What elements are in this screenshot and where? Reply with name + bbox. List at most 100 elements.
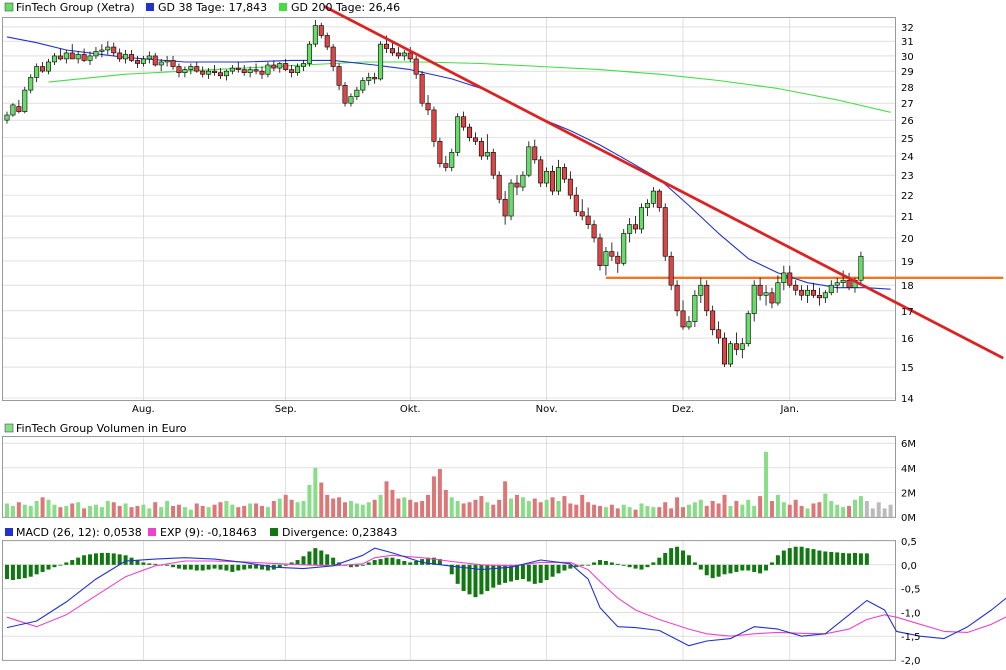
- volume-bar: [88, 505, 93, 517]
- volume-bar: [437, 469, 442, 517]
- candle-body: [603, 251, 609, 266]
- volume-bar: [835, 504, 840, 517]
- candle-body: [828, 284, 834, 294]
- volume-bar: [265, 507, 270, 517]
- divergence-bar: [722, 564, 727, 575]
- price-y-tick: 14: [901, 394, 914, 405]
- volume-bar: [176, 504, 181, 517]
- volume-y-tick: 4M: [901, 464, 916, 475]
- candle-body: [182, 69, 188, 73]
- volume-bar: [147, 508, 152, 517]
- divergence-bar: [835, 552, 840, 565]
- candle-body: [555, 167, 561, 192]
- candle-body: [757, 284, 763, 296]
- price-legend: FinTech Group (Xetra) GD 38 Tage: 17,843…: [4, 1, 400, 14]
- volume-bar: [473, 499, 478, 517]
- divergence-bar: [520, 564, 525, 580]
- price-panel-frame: [2, 17, 896, 401]
- candle-body: [200, 70, 206, 75]
- candle-body: [419, 73, 425, 104]
- volume-panel: FinTech Group Volumen in Euro 0M 2M 4M 6M: [2, 422, 916, 524]
- volume-bar: [686, 504, 691, 517]
- volume-bar: [455, 501, 460, 517]
- divergence-bar: [176, 564, 181, 569]
- candle-body: [822, 292, 828, 299]
- divergence-bar: [384, 557, 389, 565]
- volume-bar: [28, 505, 33, 517]
- legend-swatch-price: [4, 2, 14, 12]
- volume-bar: [40, 497, 45, 517]
- candle-body: [775, 282, 781, 304]
- divergence-bar: [224, 564, 229, 571]
- divergence-bar: [681, 550, 686, 565]
- volume-bar: [520, 497, 525, 517]
- volume-bar: [431, 476, 436, 517]
- candle-body: [561, 167, 567, 180]
- candle-body: [472, 137, 478, 142]
- candle-body: [692, 294, 698, 322]
- candle-body: [704, 284, 710, 312]
- divergence-bar: [609, 562, 614, 565]
- divergence-bar: [621, 564, 626, 566]
- volume-bar: [10, 505, 15, 517]
- candle-body: [490, 152, 496, 176]
- volume-bar: [230, 504, 235, 517]
- divergence-bar: [467, 564, 472, 595]
- candle-body: [134, 60, 140, 64]
- candle-body: [46, 61, 52, 72]
- volume-bars: [5, 451, 893, 517]
- candle-body: [633, 224, 639, 230]
- price-y-tick: 32: [901, 23, 914, 34]
- volume-bar: [870, 508, 875, 517]
- price-y-tick: 17: [901, 307, 914, 318]
- divergence-bar: [82, 555, 87, 565]
- volume-bar: [16, 502, 21, 517]
- candle-body: [550, 170, 556, 192]
- trend-line: [323, 5, 1004, 360]
- volume-bar: [769, 501, 774, 517]
- candle-body: [300, 63, 306, 67]
- divergence-bar: [331, 557, 336, 565]
- volume-bar: [52, 504, 57, 517]
- divergence-bar: [728, 564, 733, 574]
- volume-bar: [348, 501, 353, 517]
- divergence-bar: [858, 553, 863, 565]
- volume-bar: [105, 501, 110, 517]
- candle-body: [289, 69, 295, 73]
- legend-exp: EXP (9): -0,18463: [160, 526, 257, 539]
- candle-body: [330, 46, 336, 67]
- divergence-bar: [259, 564, 264, 570]
- divergence-bar: [532, 564, 537, 584]
- divergence-bar: [212, 564, 217, 569]
- candle-body: [467, 126, 473, 139]
- divergence-bar: [764, 564, 769, 571]
- divergence-bar: [111, 553, 116, 565]
- candle-body: [295, 66, 301, 73]
- volume-bar: [390, 489, 395, 517]
- volume-bar: [58, 507, 63, 517]
- divergence-bar: [787, 548, 792, 565]
- divergence-bar: [663, 552, 668, 565]
- divergence-bar: [28, 564, 33, 577]
- volume-bar: [313, 467, 318, 517]
- volume-bar: [5, 503, 9, 517]
- divergence-bar: [485, 564, 490, 591]
- price-x-axis: Aug. Sep. Okt. Nov. Dez. Jan.: [132, 404, 799, 415]
- candle-body: [502, 198, 508, 217]
- macd-panel: MACD (26, 12): 0,0538 EXP (9): -0,18463 …: [2, 526, 1006, 667]
- divergence-bar: [58, 564, 63, 566]
- candle-body: [271, 64, 277, 69]
- volume-bar: [343, 502, 348, 517]
- candle-body: [63, 52, 69, 60]
- candle-body: [674, 284, 680, 312]
- volume-bar: [657, 507, 662, 517]
- volume-bar: [710, 501, 715, 517]
- candle-body: [816, 294, 822, 299]
- volume-bar: [746, 499, 751, 517]
- divergence-bar: [153, 563, 158, 565]
- volume-bar: [188, 509, 193, 517]
- volume-bar: [734, 501, 739, 517]
- volume-bar: [491, 504, 496, 517]
- volume-bar: [402, 497, 407, 517]
